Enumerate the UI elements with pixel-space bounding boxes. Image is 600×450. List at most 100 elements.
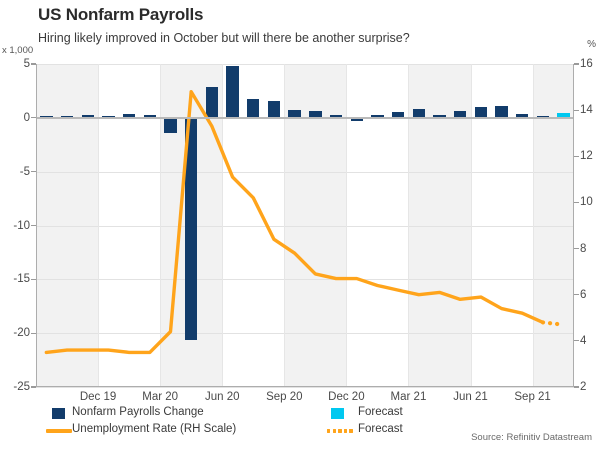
tick-mark: [31, 224, 36, 227]
x-axis-label: Sep 20: [266, 391, 303, 403]
y-axis-label-left: -15: [13, 273, 30, 286]
tick-mark: [574, 386, 579, 388]
bar: [205, 87, 219, 118]
left-axis: [36, 64, 38, 387]
bar: [164, 117, 177, 133]
legend-label[interactable]: Nonfarm Payrolls Change: [72, 406, 204, 418]
bar: [226, 65, 239, 118]
legend-swatch-orange-line: [46, 429, 72, 433]
y-axis-label-right: 10: [580, 196, 593, 209]
right-axis: [572, 64, 574, 387]
y-axis-label-right: 14: [580, 104, 593, 117]
gridline-vertical: [346, 64, 348, 387]
y-axis-label-right: 6: [580, 288, 587, 301]
y-axis-label-right: 4: [580, 334, 587, 347]
x-axis-label: Mar 21: [390, 391, 427, 403]
page-title: US Nonfarm Payrolls: [38, 5, 204, 24]
bar: [288, 110, 301, 118]
tick-mark: [574, 247, 579, 250]
tick-mark: [31, 171, 36, 173]
tick-mark: [574, 340, 579, 342]
chart-legend: Nonfarm Payrolls Change Unemployment Rate…: [0, 404, 600, 446]
legend-swatch-orange-dotted: [327, 429, 353, 433]
legend-swatch-cyan-square: [331, 408, 344, 419]
legend-swatch-navy-square: [52, 408, 65, 419]
x-axis-label: Jun 21: [453, 391, 488, 403]
gridline: [36, 225, 574, 227]
gridline-vertical: [98, 64, 100, 387]
tick-mark: [31, 332, 36, 334]
bar: [267, 100, 281, 118]
y-axis-label-left: -10: [13, 219, 30, 232]
gridline: [36, 64, 574, 65]
tick-mark: [31, 278, 36, 280]
plot-area: [36, 64, 574, 388]
bar: [391, 112, 405, 118]
source-attribution: Source: Refinitiv Datastream: [471, 432, 592, 443]
gridline: [36, 333, 574, 335]
y-axis-label-left: -20: [13, 327, 30, 340]
bar: [453, 111, 467, 118]
unemployment-line: [44, 89, 545, 355]
y-axis-label-right: 12: [580, 150, 593, 163]
bar: [184, 117, 198, 341]
tick-mark: [31, 63, 36, 65]
bar: [412, 109, 425, 118]
bar: [143, 115, 156, 118]
tick-mark: [574, 201, 579, 204]
bar: [350, 117, 363, 122]
bar: [122, 114, 136, 118]
y-axis-label-left: 0: [23, 111, 30, 124]
tick-mark: [574, 63, 579, 65]
y-axis-label-right: 8: [580, 242, 587, 255]
bar: [516, 113, 529, 118]
gridline-vertical: [408, 64, 410, 387]
y-axis-label-left: -25: [13, 381, 30, 393]
bar: [536, 115, 550, 118]
legend-label[interactable]: Forecast: [358, 423, 403, 435]
gridline-vertical: [470, 64, 472, 387]
right-axis-unit-label: %: [587, 39, 596, 50]
x-axis-label: Mar 20: [142, 391, 179, 403]
gridline: [36, 387, 574, 388]
bar: [102, 115, 115, 118]
zero-line: [36, 117, 574, 119]
line-series: [44, 89, 566, 355]
tick-mark: [574, 109, 579, 111]
x-axis-label: Jun 20: [204, 391, 240, 403]
forecast-line: [540, 320, 566, 327]
legend-label[interactable]: Forecast: [358, 406, 403, 418]
bar: [371, 115, 384, 118]
tick-mark: [31, 386, 36, 388]
gridline-vertical: [160, 64, 162, 387]
chart-subtitle: Hiring likely improved in October but wi…: [38, 31, 410, 45]
bar: [433, 114, 446, 118]
bar: [60, 115, 74, 118]
y-axis-label-right: 16: [580, 58, 593, 70]
y-axis-label-right: 2: [580, 381, 587, 393]
bar: [495, 106, 508, 118]
bar: [329, 115, 343, 118]
bar: [81, 115, 94, 118]
bar: [309, 110, 322, 118]
bar: [474, 107, 488, 118]
gridline-vertical: [284, 64, 286, 387]
bar: [40, 115, 53, 118]
bar: [247, 99, 260, 118]
x-axis-label: Dec 20: [328, 391, 365, 403]
tick-mark: [574, 294, 579, 296]
gridline-vertical: [532, 64, 534, 387]
y-axis-label-left: 5: [23, 58, 30, 70]
gridline: [36, 279, 574, 281]
bottom-axis: [36, 385, 574, 387]
gridline: [36, 171, 574, 173]
x-axis-label: Dec 19: [79, 391, 117, 403]
gridline-vertical: [222, 64, 224, 387]
x-axis-label: Sep 21: [514, 391, 551, 403]
tick-mark: [31, 117, 36, 119]
legend-label[interactable]: Unemployment Rate (RH Scale): [72, 423, 237, 435]
left-axis-unit-label: x 1,000: [2, 45, 34, 56]
y-axis-label-left: -5: [19, 165, 30, 178]
bar: [557, 112, 570, 118]
